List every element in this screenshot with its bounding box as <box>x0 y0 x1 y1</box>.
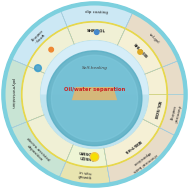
Wedge shape <box>66 144 107 167</box>
Circle shape <box>47 51 142 146</box>
Text: SHR/SOL: SHR/SOL <box>87 29 106 33</box>
Circle shape <box>92 154 97 160</box>
Circle shape <box>51 55 138 141</box>
Wedge shape <box>10 122 66 178</box>
Wedge shape <box>162 60 185 94</box>
Wedge shape <box>104 119 159 166</box>
Wedge shape <box>107 128 175 184</box>
Circle shape <box>35 65 41 72</box>
Text: Oil/water separation: Oil/water separation <box>64 87 125 92</box>
Text: electro-assisted
deposition: electro-assisted deposition <box>22 137 51 166</box>
Wedge shape <box>60 4 133 29</box>
Text: in situ
growth: in situ growth <box>78 171 93 181</box>
Text: dip coating: dip coating <box>85 10 108 15</box>
Wedge shape <box>28 27 74 74</box>
Circle shape <box>41 41 148 148</box>
Wedge shape <box>27 115 74 161</box>
Wedge shape <box>117 29 162 74</box>
Wedge shape <box>159 94 185 136</box>
Circle shape <box>90 153 99 161</box>
Circle shape <box>138 50 142 54</box>
Text: chemical
coating: chemical coating <box>168 104 180 124</box>
Text: sol-gel: sol-gel <box>148 32 160 44</box>
Text: Self-healing: Self-healing <box>82 66 107 70</box>
Circle shape <box>2 2 187 187</box>
Text: chemical bath
deposition: chemical bath deposition <box>129 148 157 172</box>
Wedge shape <box>67 22 125 46</box>
Text: spray-
coating: spray- coating <box>29 28 46 45</box>
Text: SOB/Y-HS: SOB/Y-HS <box>123 138 142 153</box>
Wedge shape <box>125 12 179 67</box>
Text: UWSOB/
UOSHB: UWSOB/ UOSHB <box>78 152 97 163</box>
Circle shape <box>49 47 53 52</box>
Wedge shape <box>41 41 148 94</box>
Wedge shape <box>22 66 45 122</box>
Circle shape <box>94 30 99 34</box>
Wedge shape <box>143 94 167 128</box>
Text: polymerization: polymerization <box>11 78 15 109</box>
Text: SOL/SOB: SOL/SOB <box>152 100 160 119</box>
Wedge shape <box>144 67 167 94</box>
Wedge shape <box>11 10 67 66</box>
Polygon shape <box>72 87 117 100</box>
Wedge shape <box>59 161 110 185</box>
Wedge shape <box>4 59 28 129</box>
Text: SHL/SOB: SHL/SOB <box>132 43 148 59</box>
